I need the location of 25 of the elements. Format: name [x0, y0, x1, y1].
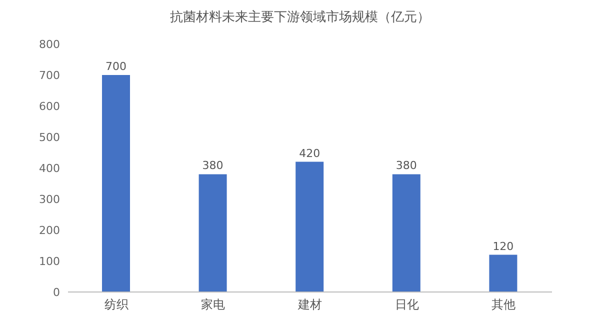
y-tick-label: 400 — [39, 162, 60, 175]
data-label: 120 — [492, 240, 514, 253]
y-tick-label: 200 — [39, 224, 60, 237]
data-label: 380 — [202, 159, 224, 172]
x-tick-label: 其他 — [492, 298, 516, 312]
x-tick-label: 建材 — [297, 298, 322, 312]
data-label: 380 — [396, 159, 417, 172]
y-tick-label: 0 — [53, 286, 60, 299]
bar — [102, 75, 130, 292]
y-tick-label: 300 — [39, 192, 60, 206]
y-tick-label: 600 — [39, 100, 60, 113]
bar — [296, 162, 324, 292]
data-label: 700 — [106, 60, 126, 73]
y-tick-label: 500 — [39, 130, 60, 144]
x-tick-label: 纺织 — [104, 298, 128, 312]
bar — [489, 254, 518, 292]
x-tick-label: 家电 — [201, 298, 226, 312]
chart-title: 抗菌材料未来主要下游领域市场规模（亿元） — [169, 9, 431, 27]
y-tick-label: 700 — [39, 68, 60, 82]
x-tick-label: 日化 — [394, 298, 419, 312]
bar — [198, 174, 227, 292]
y-tick-label: 100 — [39, 254, 60, 268]
bar — [392, 174, 420, 292]
data-label: 420 — [299, 146, 320, 160]
y-tick-label: 800 — [39, 38, 60, 51]
